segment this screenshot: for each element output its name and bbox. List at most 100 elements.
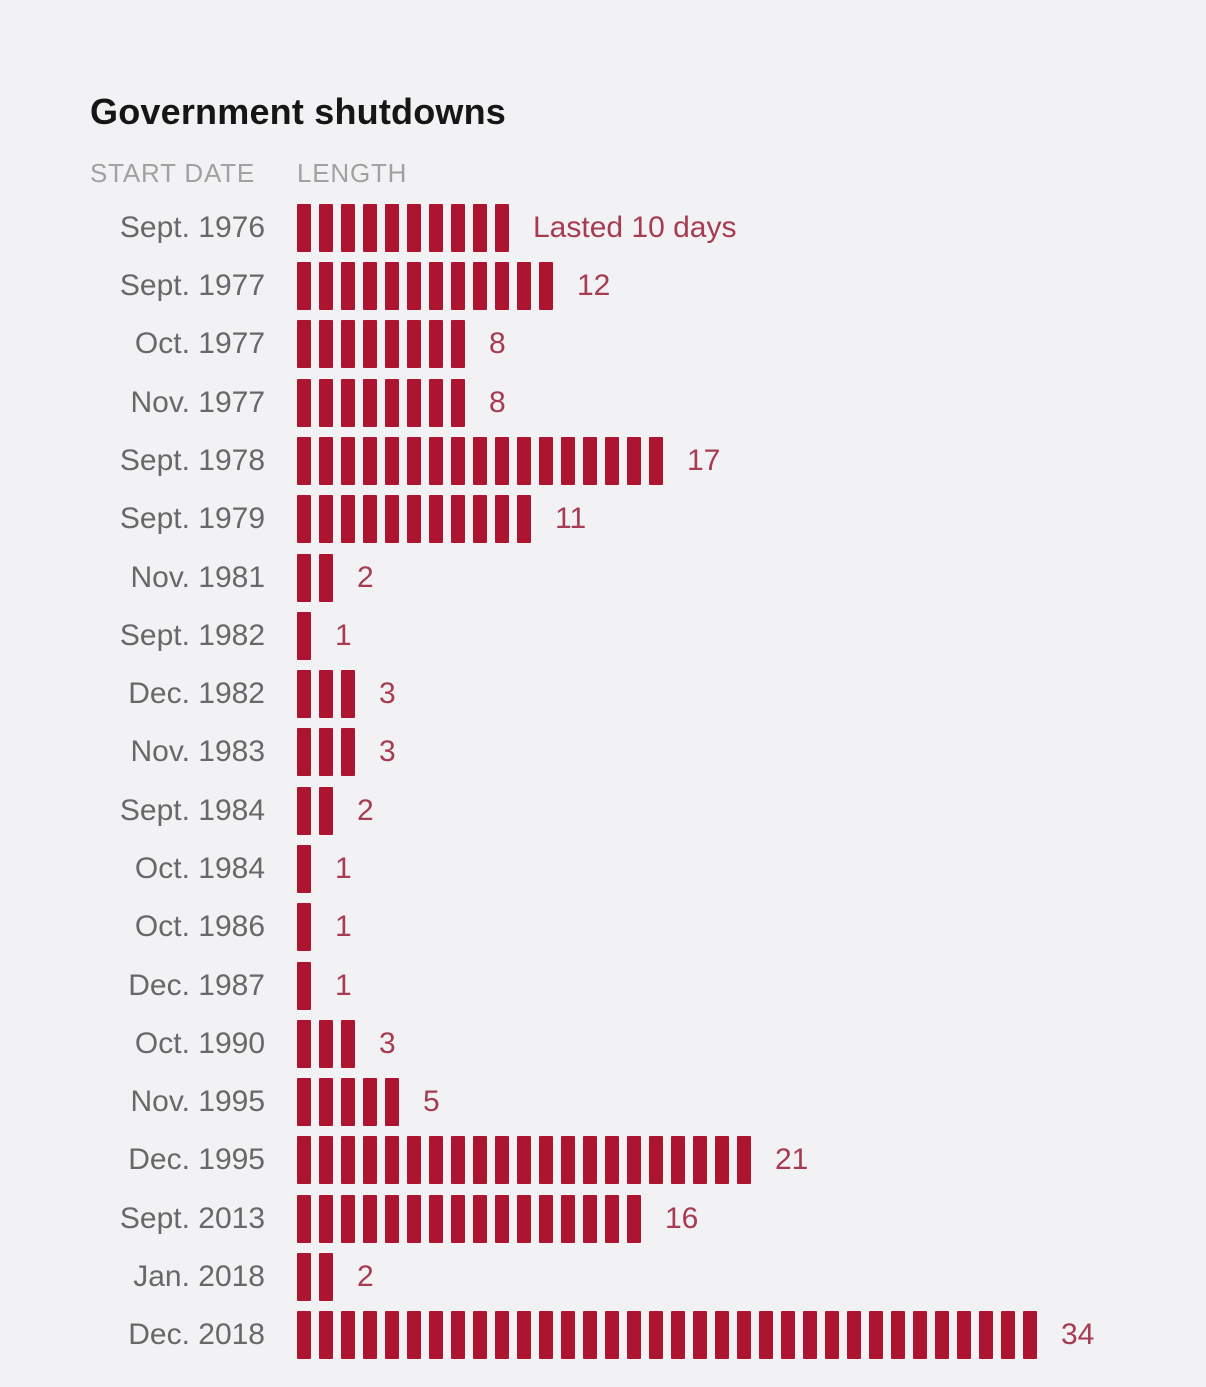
day-ticks	[297, 1253, 341, 1302]
day-tick	[473, 1194, 487, 1243]
day-tick	[451, 1194, 465, 1243]
day-tick	[473, 436, 487, 485]
day-tick	[297, 436, 311, 485]
row-date-label: Sept. 1979	[119, 502, 265, 536]
day-tick	[319, 670, 333, 719]
day-ticks	[297, 903, 319, 952]
day-tick	[407, 203, 421, 252]
day-tick	[319, 728, 333, 777]
column-header-start-date: START DATE	[90, 157, 255, 188]
day-ticks	[297, 670, 363, 719]
row-length-label: 21	[775, 1143, 809, 1177]
day-tick	[539, 1194, 553, 1243]
day-ticks	[297, 1019, 363, 1068]
row-date-label: Sept. 1982	[119, 618, 265, 652]
day-tick	[407, 1136, 421, 1185]
day-tick	[363, 1194, 377, 1243]
day-tick	[891, 1311, 905, 1360]
shutdown-row: Nov. 1995 5	[90, 1073, 1190, 1131]
day-tick	[451, 262, 465, 311]
day-tick	[473, 203, 487, 252]
day-tick	[561, 1194, 575, 1243]
day-tick	[297, 1019, 311, 1068]
row-length-label: 16	[665, 1201, 699, 1235]
day-tick	[517, 1194, 531, 1243]
day-tick	[429, 1311, 443, 1360]
government-shutdowns-chart: Government shutdowns START DATE LENGTH S…	[90, 92, 1190, 1365]
day-tick	[517, 1136, 531, 1185]
day-tick	[385, 320, 399, 369]
day-tick	[583, 1311, 597, 1360]
day-tick	[627, 436, 641, 485]
day-tick	[363, 378, 377, 427]
day-ticks	[297, 786, 341, 835]
rows: Sept. 1976 Lasted 10 days Sept. 1977 12 …	[90, 199, 1190, 1365]
shutdown-row: Dec. 1987 1	[90, 956, 1190, 1014]
day-tick	[451, 436, 465, 485]
day-ticks	[297, 436, 671, 485]
day-tick	[319, 1194, 333, 1243]
row-date-label: Nov. 1995	[130, 1085, 265, 1119]
day-tick	[759, 1311, 773, 1360]
day-tick	[583, 1194, 597, 1243]
day-tick	[297, 961, 311, 1010]
day-tick	[341, 495, 355, 544]
row-date-label: Oct. 1984	[134, 852, 265, 885]
day-tick	[407, 1194, 421, 1243]
day-tick	[385, 1194, 399, 1243]
day-tick	[341, 378, 355, 427]
day-tick	[627, 1136, 641, 1185]
row-date-label: Oct. 1986	[134, 910, 265, 944]
shutdown-row: Nov. 1977 8	[90, 373, 1190, 431]
row-date-label: Oct. 1990	[134, 1026, 265, 1060]
day-tick	[627, 1194, 641, 1243]
shutdown-row: Dec. 1995 21	[90, 1131, 1190, 1189]
shutdown-row: Oct. 1977 8	[90, 315, 1190, 373]
day-ticks	[297, 203, 517, 252]
day-tick	[297, 1078, 311, 1127]
day-tick	[319, 1253, 333, 1302]
day-tick	[1023, 1311, 1037, 1360]
day-tick	[693, 1136, 707, 1185]
day-tick	[363, 495, 377, 544]
day-tick	[319, 262, 333, 311]
day-tick	[539, 262, 553, 311]
row-date-label: Nov. 1983	[130, 735, 265, 769]
day-tick	[451, 495, 465, 544]
day-tick	[671, 1136, 685, 1185]
day-tick	[561, 1311, 575, 1360]
day-tick	[297, 670, 311, 719]
day-tick	[605, 1136, 619, 1185]
day-tick	[319, 378, 333, 427]
day-tick	[341, 203, 355, 252]
day-tick	[319, 553, 333, 602]
shutdown-row: Dec. 1982 3	[90, 665, 1190, 723]
row-length-label: 5	[423, 1085, 440, 1119]
day-tick	[341, 1311, 355, 1360]
day-tick	[429, 262, 443, 311]
chart-title: Government shutdowns	[90, 91, 507, 132]
day-tick	[693, 1311, 707, 1360]
shutdown-row: Sept. 1982 1	[90, 607, 1190, 665]
day-tick	[341, 1078, 355, 1127]
day-tick	[407, 495, 421, 544]
day-tick	[297, 728, 311, 777]
day-tick	[671, 1311, 685, 1360]
day-tick	[319, 495, 333, 544]
row-date-label: Sept. 1977	[119, 269, 265, 303]
row-date-label: Dec. 1982	[128, 677, 265, 711]
day-tick	[297, 320, 311, 369]
day-tick	[297, 203, 311, 252]
row-length-label: 2	[357, 560, 374, 594]
row-date-label: Jan. 2018	[133, 1260, 265, 1294]
day-tick	[319, 1311, 333, 1360]
row-date-label: Dec. 1987	[128, 968, 265, 1002]
day-tick	[363, 436, 377, 485]
day-tick	[429, 495, 443, 544]
day-tick	[363, 320, 377, 369]
day-tick	[385, 1136, 399, 1185]
day-tick	[429, 203, 443, 252]
day-tick	[385, 436, 399, 485]
day-tick	[407, 320, 421, 369]
day-tick	[1001, 1311, 1015, 1360]
